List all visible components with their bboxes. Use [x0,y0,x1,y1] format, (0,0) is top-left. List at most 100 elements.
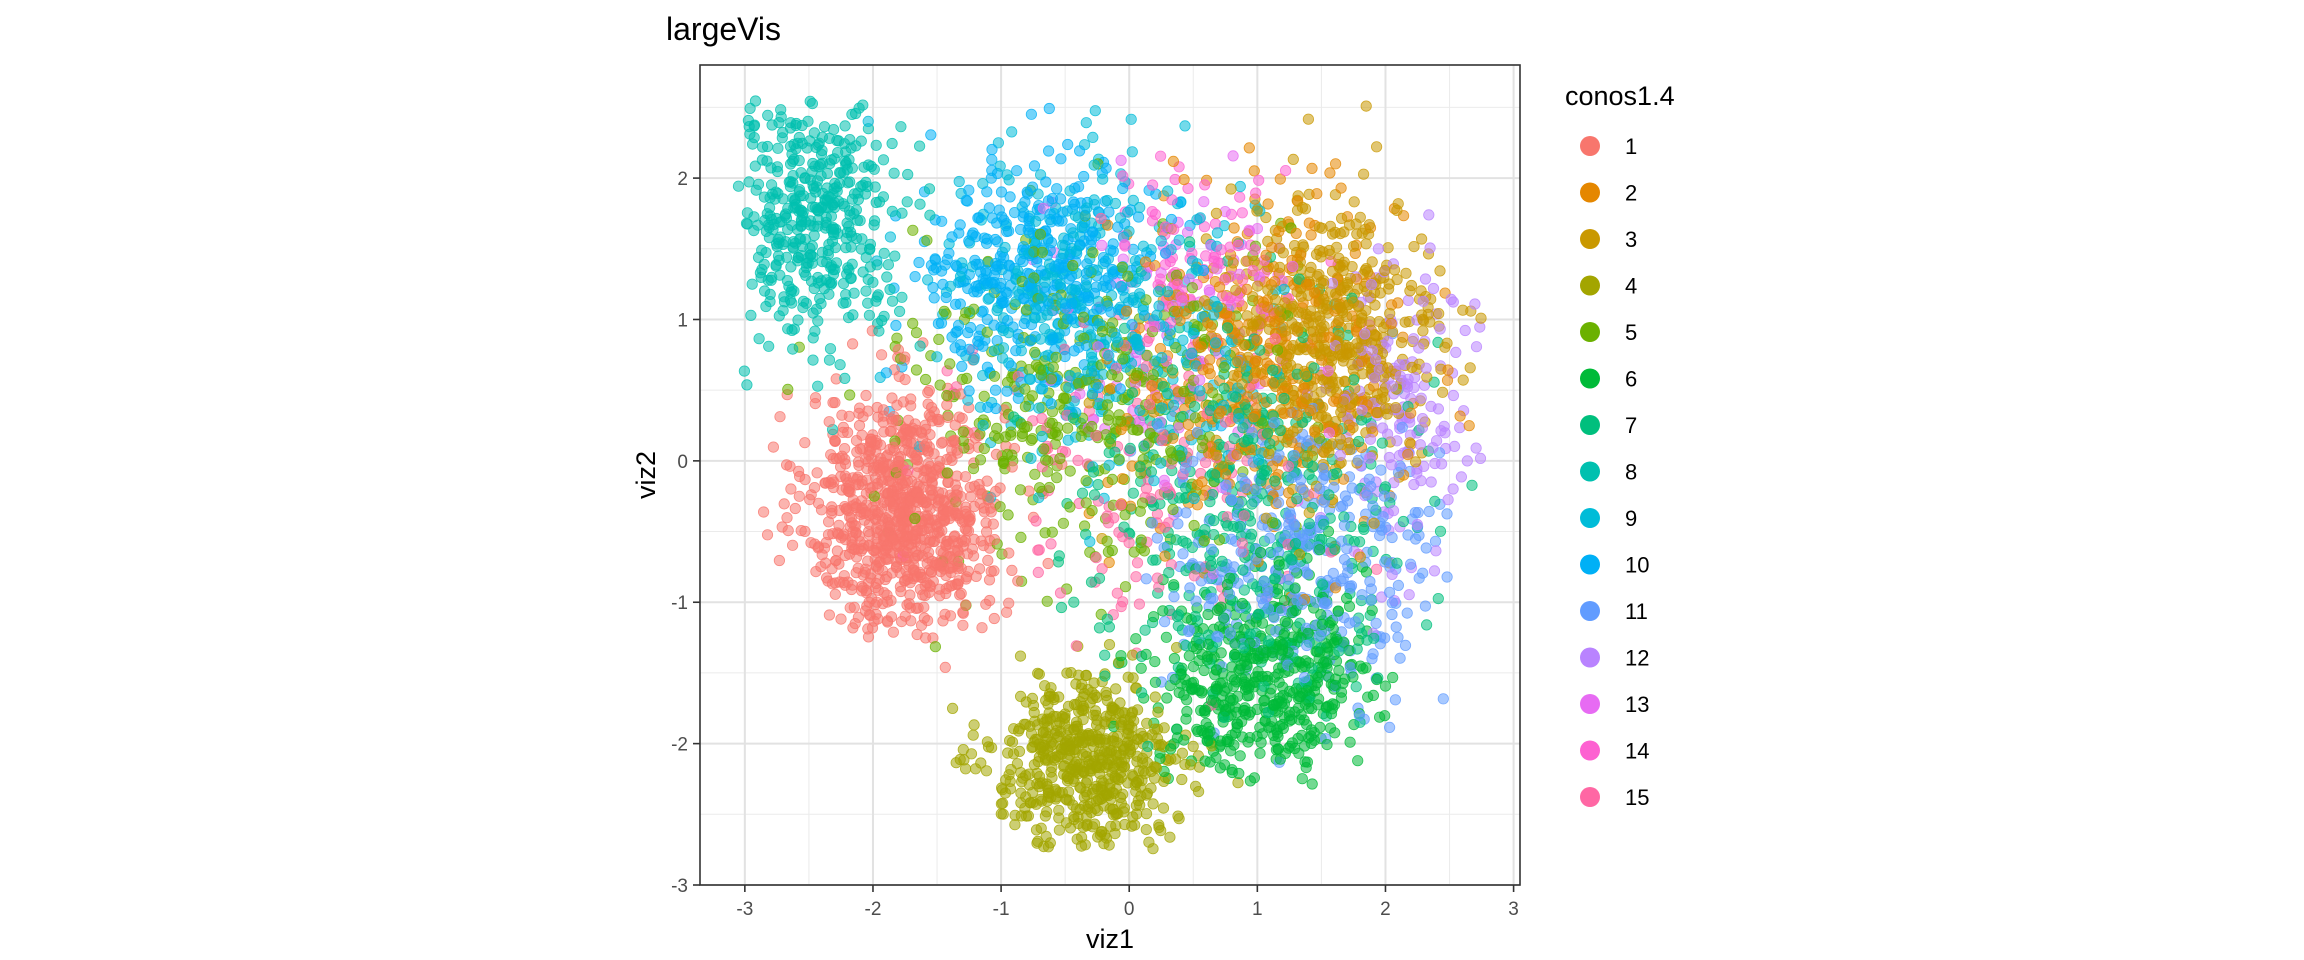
point-cluster-11 [1342,567,1354,579]
point-cluster-7 [1227,520,1239,532]
point-cluster-9 [884,231,897,243]
point-cluster-3 [1336,212,1348,224]
point-cluster-10 [983,202,995,214]
point-cluster-4 [1193,785,1205,798]
point-cluster-10 [1018,317,1030,330]
point-cluster-4 [1020,810,1033,822]
point-cluster-8 [812,380,824,392]
point-cluster-5 [1064,501,1076,513]
point-cluster-4 [1053,691,1065,703]
point-cluster-4 [1007,748,1020,760]
point-cluster-7 [1134,461,1146,473]
point-cluster-8 [817,187,829,200]
point-cluster-11 [1402,529,1414,541]
point-cluster-6 [1239,676,1251,688]
point-cluster-11 [1429,535,1442,547]
point-cluster-15 [1096,563,1108,575]
point-cluster-9 [1080,117,1092,129]
point-cluster-6 [1344,736,1356,748]
point-cluster-1 [932,461,945,473]
point-cluster-12 [1415,392,1427,404]
point-cluster-5 [1086,420,1098,433]
point-cluster-4 [1152,706,1164,718]
point-cluster-7 [1333,645,1345,657]
point-cluster-6 [1362,691,1374,703]
point-cluster-8 [766,271,778,283]
point-cluster-4 [965,748,978,760]
point-cluster-12 [1391,435,1403,447]
point-cluster-11 [1441,508,1453,520]
point-cluster-5 [910,364,923,376]
point-cluster-1 [1006,564,1018,577]
point-cluster-15 [1130,571,1142,583]
point-cluster-10 [909,270,921,283]
point-cluster-9 [1187,327,1199,340]
point-cluster-10 [1040,176,1052,188]
point-cluster-11 [1226,494,1238,506]
point-cluster-4 [1068,698,1081,711]
point-cluster-10 [913,256,925,269]
point-cluster-13 [1198,196,1210,208]
point-cluster-8 [812,315,824,327]
point-cluster-3 [1371,141,1383,153]
point-cluster-11 [1365,594,1377,606]
point-cluster-11 [1441,571,1453,583]
point-cluster-1 [962,525,975,537]
point-cluster-5 [1119,509,1131,521]
point-cluster-7 [1252,608,1264,621]
point-cluster-11 [1367,500,1379,512]
point-cluster-8 [741,207,754,219]
point-cluster-4 [1006,736,1019,748]
point-cluster-12 [1450,346,1462,358]
point-cluster-1 [983,594,996,607]
point-cluster-2 [1385,317,1397,330]
point-cluster-5 [910,327,923,339]
point-cluster-11 [1399,639,1412,652]
point-cluster-12 [1419,273,1432,285]
point-cluster-12 [1434,323,1446,335]
point-cluster-6 [1289,582,1301,594]
point-cluster-10 [988,319,1000,331]
point-cluster-8 [914,198,926,210]
point-cluster-8 [771,161,784,173]
point-cluster-8 [785,261,797,273]
point-cluster-13 [1181,226,1194,238]
point-cluster-12 [1413,342,1425,354]
point-cluster-1 [829,434,841,447]
point-cluster-11 [1206,543,1218,555]
point-cluster-1 [781,512,793,524]
point-cluster-1 [890,414,902,427]
point-cluster-2 [1248,165,1260,177]
point-cluster-2 [1305,229,1317,241]
point-cluster-1 [881,596,894,608]
point-cluster-1 [799,525,811,538]
point-cluster-5 [1080,475,1092,487]
point-cluster-9 [1024,373,1036,385]
point-cluster-13 [1203,284,1215,296]
point-cluster-3 [1363,228,1375,240]
point-cluster-5 [1144,428,1156,440]
point-cluster-6 [1366,604,1378,616]
point-cluster-1 [895,615,908,628]
point-cluster-3 [1399,316,1411,328]
point-cluster-2 [1273,225,1285,238]
point-cluster-6 [1286,737,1299,749]
point-cluster-2 [1463,420,1475,432]
point-cluster-1 [922,386,934,399]
point-cluster-3 [1251,205,1263,217]
point-cluster-10 [963,235,975,247]
point-cluster-5 [1015,531,1027,544]
point-cluster-7 [1421,619,1433,631]
point-cluster-8 [864,261,876,273]
point-cluster-6 [1149,655,1161,668]
point-cluster-1 [959,599,972,611]
point-cluster-8 [825,210,838,222]
point-cluster-7 [1348,374,1360,386]
point-cluster-5 [782,383,794,395]
point-cluster-8 [902,168,914,181]
point-cluster-1 [969,432,982,444]
point-cluster-8 [752,219,764,231]
point-cluster-3 [1326,265,1339,277]
point-cluster-9 [977,419,989,431]
point-cluster-9 [1025,452,1037,464]
